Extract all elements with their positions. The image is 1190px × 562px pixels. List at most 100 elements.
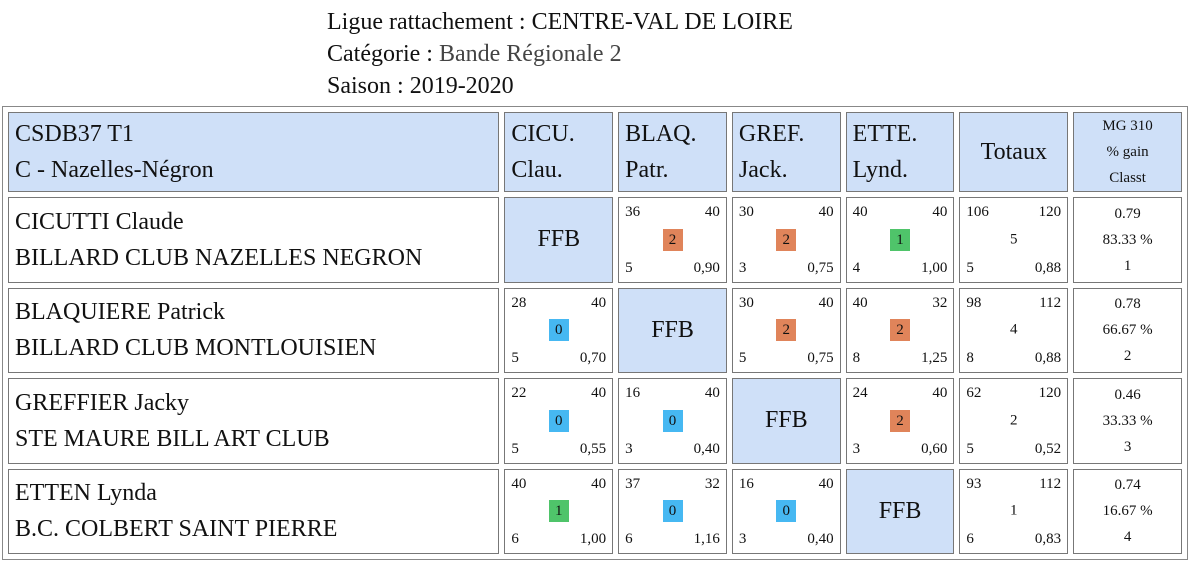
column-header-line2: Clau. [511,157,563,183]
average: 0,75 [807,350,834,366]
average: 0,75 [807,259,834,276]
general-average: 0.79 [1114,205,1141,222]
match-cell: 30 40 2 3 0,75 [731,197,841,283]
column-header-gref: GREF. Jack. [731,112,841,192]
categorie-value: Bande Régionale 2 [438,41,622,67]
player-name: GREFFIER Jacky [15,389,189,416]
total-points-target: 112 [1039,475,1062,492]
ligue-value: CENTRE-VAL DE LOIRE [531,9,793,35]
total-match-points: 2 [1010,412,1018,429]
table-row: ETTEN Lynda B.C. COLBERT SAINT PIERRE 40 40… [8,468,1182,554]
match-cell: 22 40 0 5 0,55 [504,378,614,464]
mg-cell: 0.46 33.33 % 3 [1073,378,1182,464]
table-row: BLAQUIERE Patrick BILLARD CLUB MONTLOUISI… [8,287,1182,373]
column-header-blaq: BLAQ. Patr. [618,112,727,192]
mg-header: MG 310 % gain Classt [1073,112,1182,192]
total-points-scored: 62 [966,385,982,401]
results-table: CSDB37 T1 C - Nazelles-Négron CICU. Clau… [2,106,1188,560]
match-points-badge: 0 [662,500,683,523]
innings: 5 [738,350,747,366]
match-cell: 24 40 2 3 0,60 [845,378,955,464]
saison-value: 2019-2020 [409,73,514,99]
total-average: 0,83 [1034,531,1062,547]
average: 0,90 [693,259,720,276]
points-target: 40 [704,204,720,220]
total-points-target: 120 [1038,204,1062,220]
innings: 3 [738,531,747,547]
average: 1,25 [921,350,948,366]
points-scored: 16 [625,385,641,401]
column-header-ette: ETTE. Lynd. [845,112,955,192]
innings: 3 [852,440,861,457]
player-name: BLAQUIERE Patrick [15,299,225,326]
average: 1,16 [693,531,720,547]
player-club: STE MAURE BILL ART CLUB [15,425,330,452]
player-club: BILLARD CLUB NAZELLES NEGRON [15,244,423,271]
total-match-points: 4 [1010,321,1018,338]
innings: 8 [852,350,861,366]
general-average: 0.46 [1114,386,1141,403]
points-target: 40 [818,204,834,220]
best-series: 6 [966,531,974,547]
column-header-line2: Jack. [738,157,788,183]
categorie-label: Catégorie : [327,41,433,67]
mg-cell: 0.74 16.67 % 4 [1073,468,1182,554]
ranking: 3 [1123,438,1132,455]
total-points-target: 112 [1039,294,1062,311]
match-points-badge: 2 [890,409,911,432]
column-header-line2: Lynd. [852,157,909,183]
match-points-badge: 2 [662,228,683,251]
player-name: CICUTTI Claude [15,208,184,235]
points-scored: 24 [852,385,868,401]
match-points-badge: 0 [662,409,683,432]
column-header-cicu: CICU. Clau. [504,112,614,192]
points-target: 40 [591,385,607,401]
match-cell: 40 40 1 4 1,00 [845,197,955,283]
player-cell-greffier: GREFFIER Jacky STE MAURE BILL ART CLUB [8,378,500,464]
match-points-badge: 2 [890,319,911,342]
points-scored: 40 [511,475,527,492]
total-points-scored: 106 [966,204,989,220]
match-cell: 16 40 0 3 0,40 [618,378,727,464]
total-average: 0,88 [1034,259,1062,276]
points-scored: 40 [852,204,868,220]
column-header-line1: BLAQ. [625,121,697,147]
ranking: 4 [1123,529,1132,546]
saison-line: Saison : 2019-2020 [327,70,793,102]
points-target: 40 [704,385,720,401]
team-code: CSDB37 T1 [15,121,134,147]
average: 0,55 [579,440,607,457]
win-percentage: 16.67 % [1102,503,1153,520]
ffb-cell: FFB [845,468,955,554]
match-cell: 28 40 0 5 0,70 [504,287,614,373]
average: 0,40 [693,440,720,457]
total-match-points: 5 [1010,231,1018,248]
categorie-line: Catégorie : Bande Régionale 2 [327,38,793,70]
ffb-cell: FFB [731,378,841,464]
ranking: 1 [1123,257,1132,274]
mg-cell: 0.78 66.67 % 2 [1073,287,1182,373]
points-scored: 16 [738,475,754,492]
ligue-label: Ligue rattachement : [327,9,526,35]
player-cell-cicutti: CICUTTI Claude BILLARD CLUB NAZELLES NEGR… [8,197,500,283]
totals-cell: 98 112 4 8 0,88 [959,287,1069,373]
match-points-badge: 1 [548,500,569,523]
points-scored: 40 [852,294,868,311]
totals-cell: 106 120 5 5 0,88 [959,197,1069,283]
best-series: 5 [966,440,974,457]
team-name: C - Nazelles-Négron [15,157,214,183]
mg-header-line3: Classt [1109,170,1146,186]
column-header-line1: CICU. [511,121,575,147]
match-points-badge: 1 [890,228,911,251]
win-percentage: 33.33 % [1102,412,1153,429]
points-scored: 30 [738,294,754,311]
ffb-cell: FFB [618,287,727,373]
general-average: 0.74 [1114,477,1141,494]
totals-cell: 93 112 1 6 0,83 [959,468,1069,554]
match-cell: 37 32 0 6 1,16 [618,468,727,554]
points-target: 40 [591,294,607,311]
mg-header-line2: % gain [1106,144,1149,160]
best-series: 8 [966,350,974,366]
innings: 6 [625,531,633,547]
points-target: 40 [818,475,834,492]
